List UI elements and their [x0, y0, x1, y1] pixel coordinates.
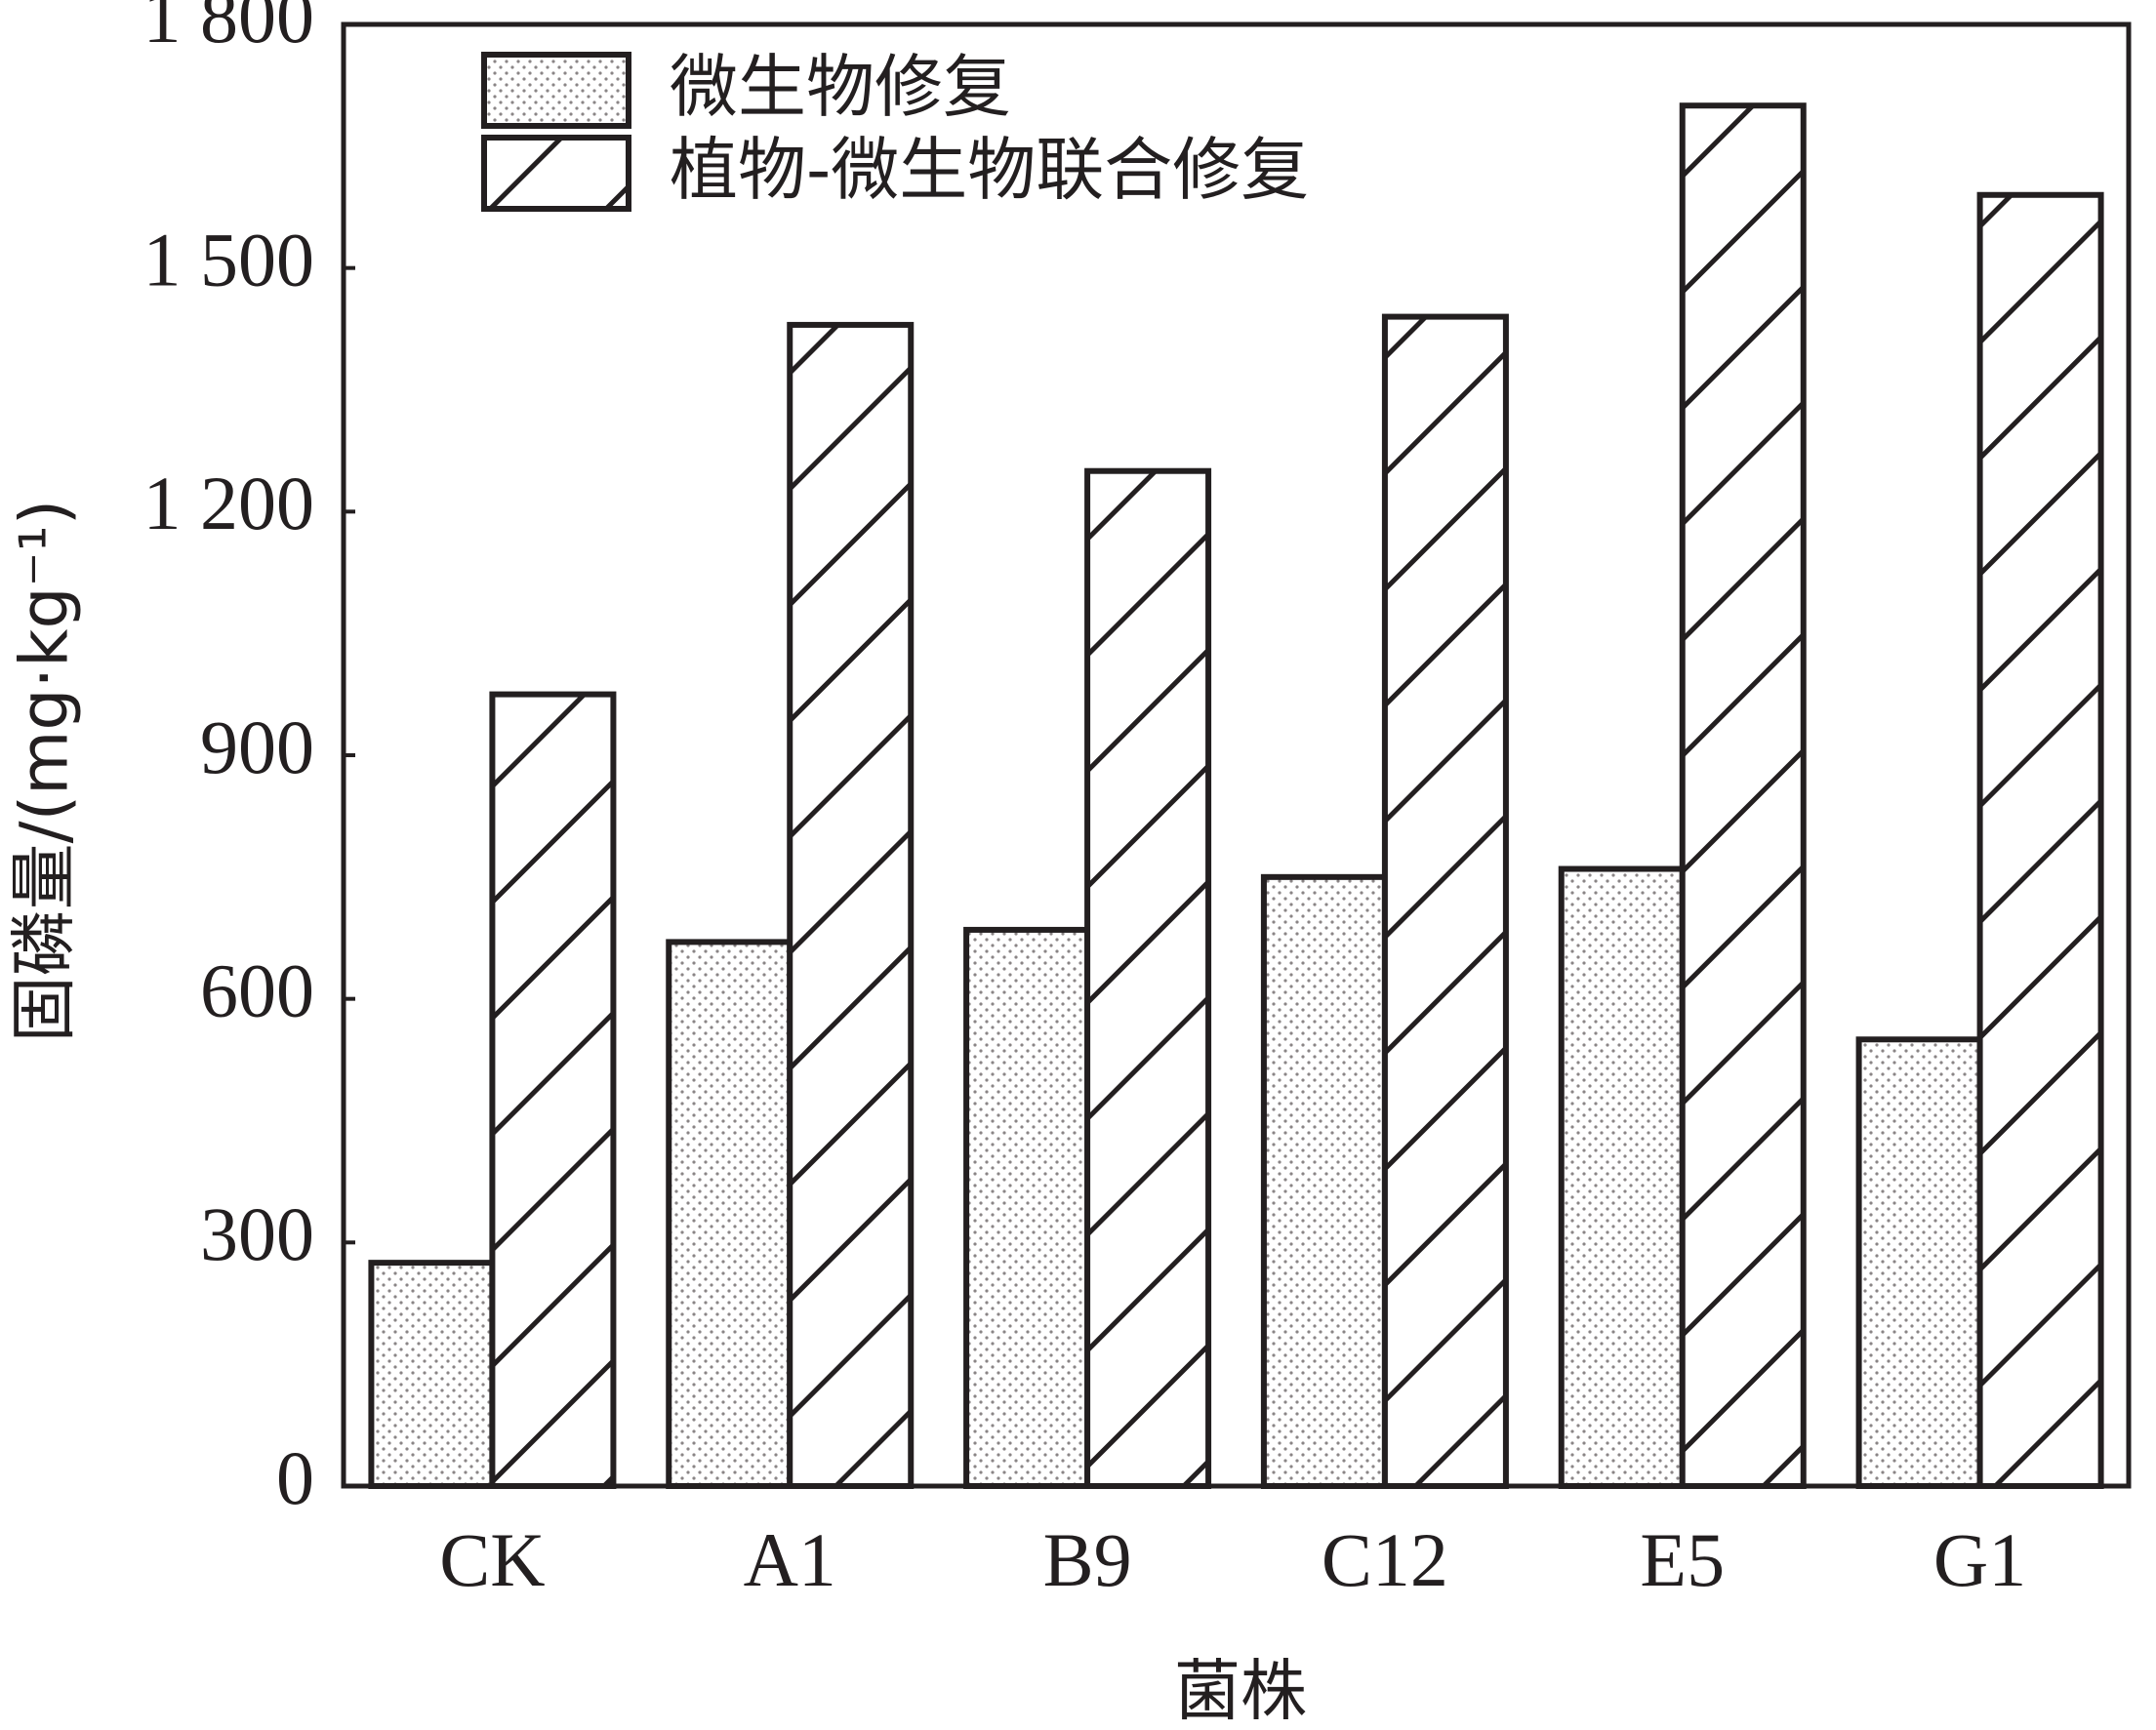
x-tick-label: C12: [1322, 1517, 1448, 1602]
y-axis-title: 固磷量/(mg·kg⁻¹): [7, 500, 84, 1043]
bar: [368, 1260, 496, 1490]
bar: [666, 939, 793, 1489]
bar: [1976, 191, 2104, 1489]
legend-label: 植物-微生物联合修复: [670, 130, 1309, 210]
bar: [1855, 1036, 1983, 1490]
x-tick-label: E5: [1640, 1517, 1725, 1602]
x-tick-label: G1: [1933, 1517, 2026, 1602]
bar: [1381, 313, 1509, 1490]
x-tick-label: CK: [439, 1517, 545, 1602]
bar: [489, 691, 617, 1489]
plot-frame: [341, 21, 2132, 1489]
y-tick-label: 300: [200, 1191, 314, 1276]
legend-swatch: [481, 52, 631, 129]
x-tick-label: B9: [1043, 1517, 1132, 1602]
x-tick-label: A1: [744, 1517, 836, 1602]
bar: [1084, 467, 1212, 1490]
y-tick-label: 1 200: [143, 461, 315, 545]
y-tick-label: 900: [200, 704, 314, 789]
bar: [1558, 865, 1686, 1489]
bar: [1260, 873, 1388, 1489]
bar: [1679, 102, 1807, 1490]
legend-swatch: [481, 135, 631, 212]
bar: [963, 926, 1091, 1489]
bar: [787, 321, 915, 1489]
y-tick-label: 1 800: [143, 0, 315, 59]
y-tick-label: 1 500: [143, 218, 315, 302]
x-axis-title: 菌株: [1174, 1654, 1307, 1730]
y-tick-label: 600: [200, 948, 314, 1033]
legend-label: 微生物修复: [670, 47, 1011, 127]
y-tick-label: 0: [276, 1435, 314, 1520]
